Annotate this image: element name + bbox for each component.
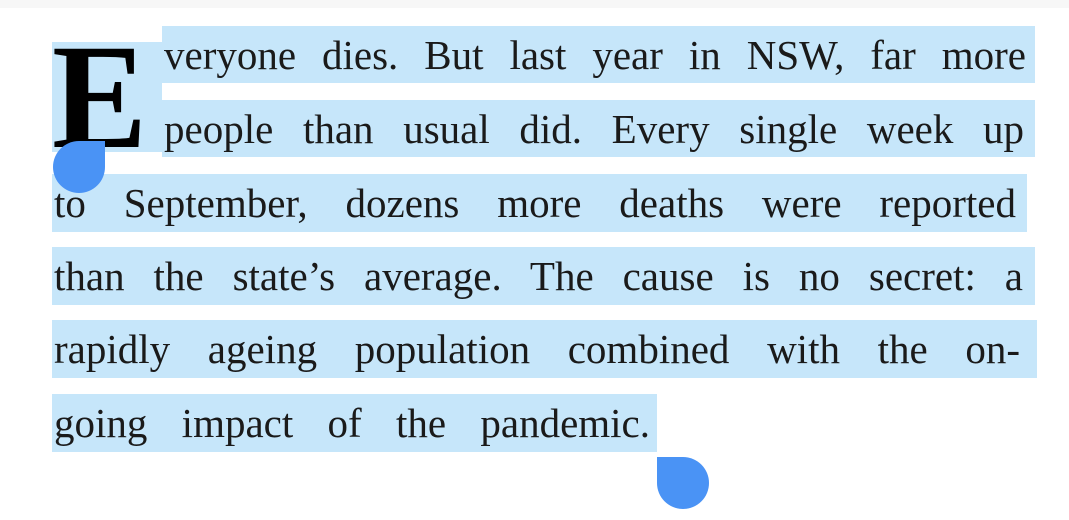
selection-end-handle[interactable]	[657, 457, 709, 509]
paragraph-line-4[interactable]: than the state’s average. The cause is n…	[54, 253, 1023, 299]
top-edge	[0, 0, 1069, 8]
paragraph-line-1[interactable]: veryone dies. But last year in NSW, far …	[164, 32, 1026, 78]
selection-highlight-line-3	[52, 174, 1027, 232]
selection-highlight-line-6	[52, 394, 657, 452]
selection-highlight-line-1	[162, 26, 1035, 83]
selection-highlight-line-5	[52, 320, 1037, 378]
selection-start-handle[interactable]	[53, 141, 105, 193]
paragraph-line-5[interactable]: rapidly ageing population combined with …	[54, 326, 1020, 372]
paragraph-line-2[interactable]: people than usual did. Every single week…	[164, 106, 1024, 152]
paragraph-line-6[interactable]: going impact of the pandemic.	[54, 400, 650, 446]
selection-highlight-line-4	[52, 247, 1035, 305]
selection-highlight-dropcap	[52, 42, 162, 152]
selection-highlight-line-2	[162, 100, 1035, 157]
paragraph-line-3[interactable]: to September, dozens more deaths were re…	[54, 180, 1016, 226]
